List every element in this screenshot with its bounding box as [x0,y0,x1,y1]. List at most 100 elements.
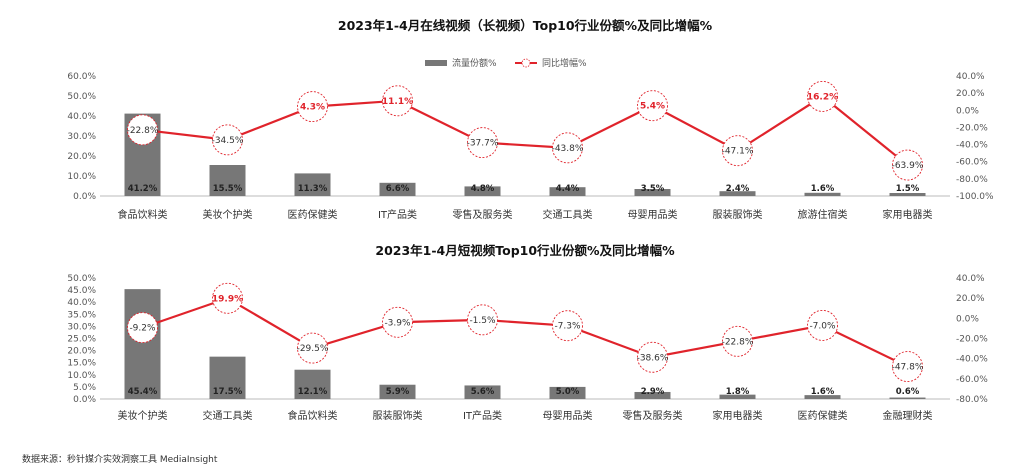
data-source: 数据来源：秒针媒介实效洞察工具 MediaInsight [22,455,218,465]
growth-point-marker [467,127,498,159]
growth-point-marker [212,124,243,156]
category-label: 金融理财类 [883,409,933,422]
growth-point-label: -43.8% [552,144,584,154]
growth-point-marker [382,306,413,338]
y-tick-label: 20.0% [67,347,96,357]
y-tick-label: 30.0% [67,132,96,142]
bar-value-label: 3.5% [641,184,665,194]
bar [804,395,841,399]
chart-online-long-video: 2023年1-4月在线视频（长视频）Top10行业份额%及同比增幅% 流量份额% 同… [67,18,994,221]
y2-tick-label: -60.0% [956,375,988,385]
bar [889,193,926,196]
bar-value-label: 15.5% [213,184,243,194]
bar [209,165,246,196]
y2-tick-label: -40.0% [956,141,988,151]
growth-point-marker [807,309,838,341]
bar [549,386,586,399]
growth-point-label: -7.0% [809,321,836,331]
y-tick-label: 10.0% [67,371,96,381]
bar-value-label: 11.3% [298,184,328,194]
growth-point-label: 16.2% [807,92,838,102]
bar-value-label: 17.5% [213,387,243,397]
bar [379,384,416,399]
growth-point-label: 5.4% [640,102,665,112]
legend-line-marker [521,58,531,68]
growth-line [142,297,908,368]
category-label: 家用电器类 [883,208,933,221]
y-tick-label: 50.0% [67,92,96,102]
growth-line [142,95,909,166]
chart-short-video: 2023年1-4月短视频Top10行业份额%及同比增幅% 50.0% 45.0% 40… [67,243,988,422]
y-tick-label: 30.0% [67,322,96,332]
y2-tick-label: 20.0% [956,89,985,99]
bar [464,186,501,196]
bar-value-label: 1.5% [896,184,920,194]
bar-value-label: 0.6% [896,387,920,397]
category-label: 食品饮料类 [118,208,168,221]
bar-value-label: 4.8% [471,184,495,194]
y2-tick-label: -60.0% [956,158,988,168]
category-label: 零售及服务类 [623,409,683,422]
y-tick-label: 25.0% [67,335,96,345]
y-tick-label: 10.0% [67,172,96,182]
bar [634,391,671,399]
growth-point-marker [127,312,158,344]
y-tick-label: 60.0% [67,72,96,82]
chart-title: 2023年1-4月短视频Top10行业份额%及同比增幅% [375,243,675,258]
y-tick-label: 40.0% [67,298,96,308]
bar [209,356,246,399]
bar-value-label: 45.4% [128,387,158,397]
y2-tick-label: -80.0% [956,395,988,405]
y2-tick-label: 20.0% [956,294,985,304]
growth-point-marker [297,332,328,364]
bar-value-label: 2.9% [641,387,665,397]
bar [464,385,501,399]
bar-value-label: 5.9% [386,387,410,397]
y2-tick-label: -20.0% [956,335,988,345]
y2-tick-label: 0.0% [956,106,979,116]
category-label: 医药保健类 [288,208,338,221]
growth-point-marker [552,310,583,342]
category-label: 零售及服务类 [453,208,513,221]
bar [294,173,331,196]
growth-point-marker [637,341,668,373]
bar [804,192,841,196]
y2-tick-label: 40.0% [956,274,985,284]
category-label: 母婴用品类 [543,409,593,422]
y2-tick-label: -40.0% [956,355,988,365]
growth-point-label: 4.3% [300,103,325,113]
growth-point-marker [297,91,328,123]
bar-value-label: 6.6% [386,184,410,194]
y2-tick-label: -20.0% [956,123,988,133]
growth-point-label: -37.7% [467,139,499,149]
y-tick-label: 0.0% [73,192,96,202]
category-label: 服装服饰类 [713,208,763,221]
y2-tick-label: 40.0% [956,72,985,82]
bar [634,189,671,196]
growth-point-label: -7.3% [554,322,581,332]
growth-point-label: -3.9% [384,318,411,328]
category-label: 食品饮料类 [288,409,338,422]
growth-point-label: -22.8% [722,337,754,347]
y-tick-label: 35.0% [67,310,96,320]
bar [294,369,331,399]
growth-point-label: -1.5% [469,316,496,326]
y-tick-label: 5.0% [73,383,96,393]
growth-point-marker [722,325,753,357]
bar-value-label: 1.6% [811,184,835,194]
bar-value-label: 4.4% [556,184,580,194]
legend-bar-swatch [425,60,447,66]
bar-value-label: 5.0% [556,387,580,397]
growth-point-label: 19.9% [212,294,243,304]
bar-value-label: 1.6% [811,387,835,397]
growth-point-label: -47.1% [722,147,754,157]
bar-value-label: 1.8% [726,387,750,397]
growth-point-marker [382,85,413,117]
growth-point-label: -29.5% [297,344,329,354]
y-tick-label: 20.0% [67,152,96,162]
growth-point-marker [722,135,753,167]
bar [719,394,756,399]
growth-point-label: -22.8% [127,126,159,136]
bar [889,397,926,399]
